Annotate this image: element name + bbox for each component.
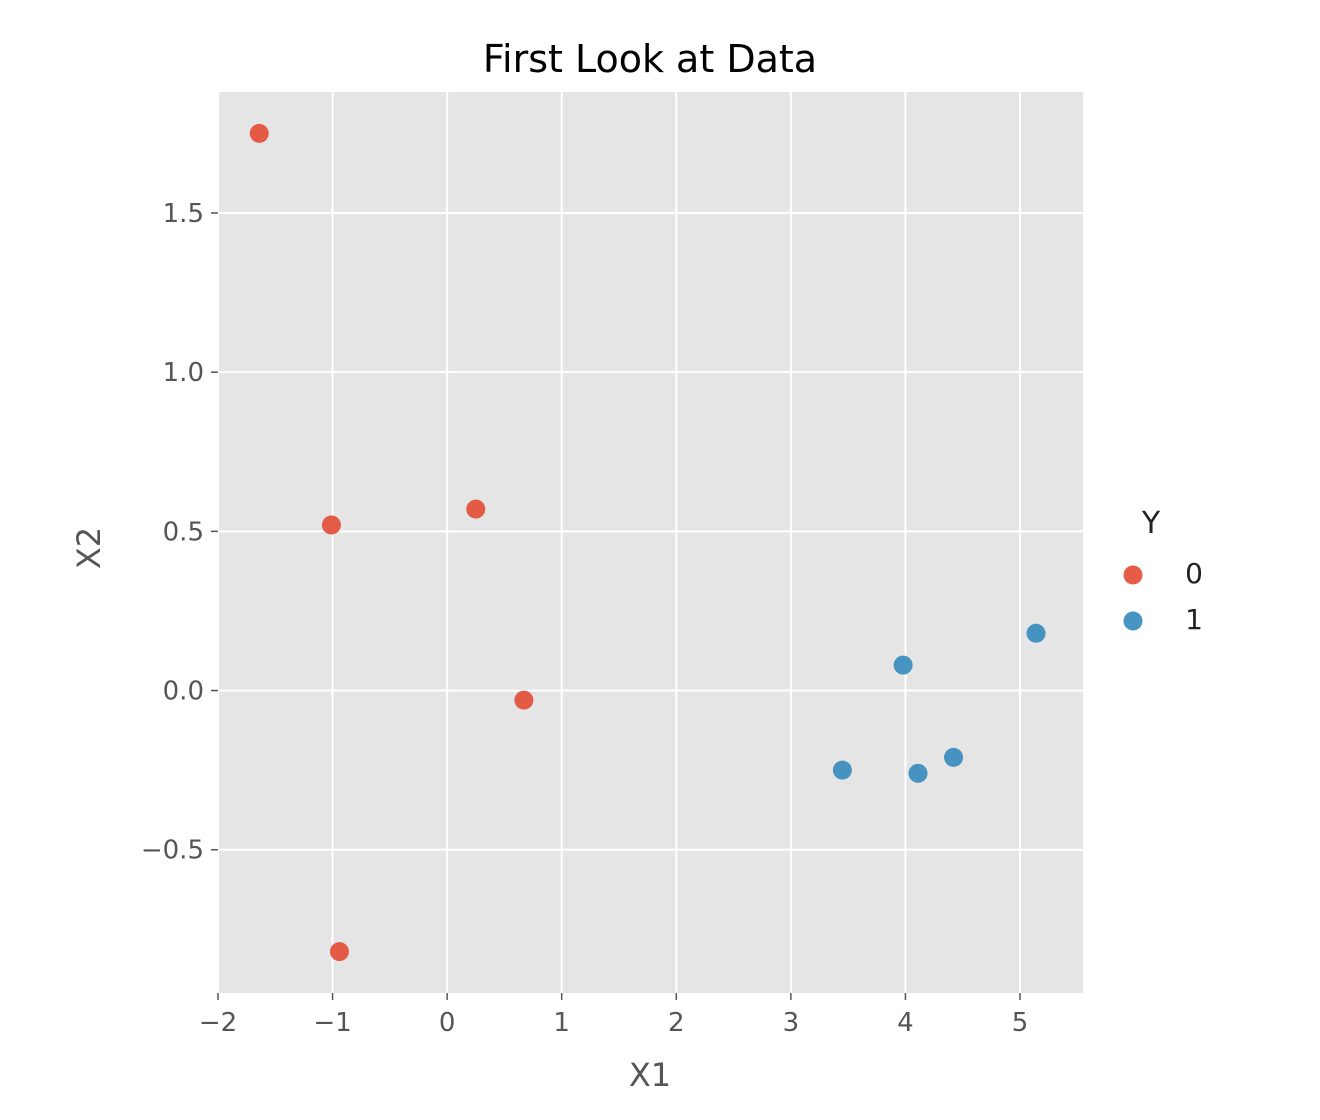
data-point-y1	[832, 760, 852, 780]
chart-title: First Look at Data	[483, 37, 817, 81]
legend-marker-1	[1123, 611, 1143, 631]
x-tick-label: 2	[668, 1008, 685, 1038]
x-tick-label: 3	[783, 1008, 800, 1038]
legend-label-1: 1	[1185, 603, 1203, 636]
x-tick-label: 0	[439, 1008, 456, 1038]
plot-area	[218, 92, 1083, 993]
y-axis-label: X2	[70, 527, 108, 569]
y-tick-label: 0.5	[163, 517, 204, 547]
x-tick-label: −2	[199, 1008, 237, 1038]
x-tick-label: −1	[313, 1008, 351, 1038]
x-axis-label: X1	[629, 1056, 671, 1094]
y-tick-label: 1.5	[163, 199, 204, 229]
y-tick-label: 1.0	[163, 358, 204, 388]
grid-lines	[217, 92, 1083, 993]
y-tick-label: −0.5	[141, 836, 204, 866]
legend-marker-0	[1123, 565, 1143, 585]
x-tick-label: 1	[553, 1008, 570, 1038]
data-point-y0	[249, 123, 269, 143]
x-tick-label: 4	[897, 1008, 914, 1038]
legend-title: Y	[1141, 506, 1161, 541]
data-point-y1	[893, 655, 913, 675]
x-tick-label: 5	[1012, 1008, 1029, 1038]
axes: −2 −1 0 1 2 3 4 5 −0.5 0.0 0.5 1.0 1.5	[141, 199, 1028, 1038]
data-point-y0	[514, 690, 534, 710]
data-point-y0	[329, 942, 349, 962]
data-point-y0	[466, 499, 486, 519]
data-points	[249, 123, 1046, 962]
data-point-y0	[321, 515, 341, 535]
y-tick-label: 0.0	[163, 677, 204, 707]
data-point-y1	[908, 763, 928, 783]
legend-label-0: 0	[1185, 557, 1203, 590]
data-point-y1	[944, 747, 964, 767]
data-point-y1	[1026, 623, 1046, 643]
legend: Y 0 1	[1123, 506, 1203, 636]
